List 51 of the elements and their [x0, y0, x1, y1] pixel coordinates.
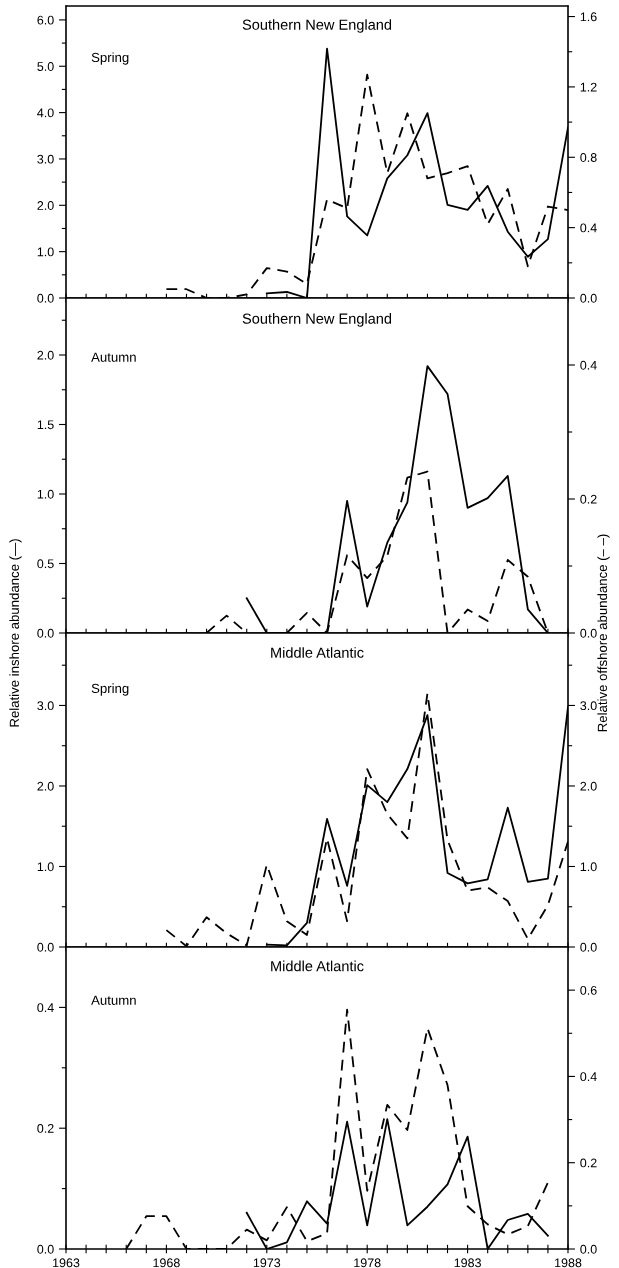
y-axis-title: Relative inshore abundance (—)	[9, 539, 22, 727]
y2-tick-label: 0.0	[580, 942, 597, 952]
y-tick-label: 2.0	[37, 201, 54, 210]
y2-tick-label: 3.0	[580, 701, 597, 711]
y-tick-label: 3.0	[37, 154, 54, 164]
y-tick-label: 1.5	[37, 420, 54, 430]
y2-tick-label: 1.0	[580, 862, 597, 872]
text: Autumn	[91, 995, 136, 1005]
y-tick-label: 0.0	[37, 628, 54, 638]
x-tick-label: 1973	[253, 1258, 281, 1268]
y2-axis-title: Relative offshore abundance (– –)	[597, 534, 610, 732]
y2-tick-label: 0.0	[580, 293, 597, 303]
y2-tick-label: 0.2	[580, 1158, 597, 1168]
x-tick-label: 1963	[53, 1258, 80, 1268]
y2-tick-label: 1.2	[580, 82, 597, 92]
x-tick-label: 1968	[153, 1258, 180, 1268]
text: Middle Atlantic	[271, 647, 364, 658]
y-tick-label: 0.4	[37, 1003, 54, 1013]
y-tick-label: 2.0	[37, 781, 54, 791]
y-tick-label: 0.0	[37, 293, 54, 303]
y-tick-label: 4.0	[37, 108, 54, 118]
y2-tick-label: 1.6	[580, 12, 597, 22]
y2-tick-label: 0.8	[580, 153, 597, 162]
text: Spring	[91, 52, 129, 65]
text: Spring	[91, 683, 129, 696]
y2-tick-label: 0.2	[580, 494, 597, 504]
y-tick-label: 6.0	[37, 15, 54, 25]
y-tick-label: 0.2	[37, 1124, 54, 1133]
x-tick-label: 1988	[555, 1258, 582, 1268]
y2-tick-label: 0.4	[580, 1072, 597, 1082]
y2-tick-label: 2.0	[580, 781, 597, 791]
text: Autumn	[91, 352, 136, 362]
x-tick-label: 1983	[454, 1258, 481, 1268]
y-tick-label: 2.0	[37, 350, 54, 360]
y2-tick-label: 0.0	[580, 1244, 597, 1254]
y2-tick-label: 0.4	[580, 360, 597, 370]
y-tick-label: 3.0	[37, 701, 54, 711]
y-tick-label: 1.0	[37, 247, 54, 257]
y2-tick-label: 0.6	[580, 985, 597, 995]
text: Southern New England	[242, 19, 392, 33]
y-tick-label: 0.0	[37, 942, 54, 952]
y-tick-label: 0.0	[37, 1244, 54, 1254]
y2-tick-label: 0.4	[580, 223, 597, 233]
y-tick-label: 1.0	[37, 489, 54, 499]
y-tick-label: 0.5	[37, 559, 54, 569]
y-tick-label: 1.0	[37, 862, 54, 872]
y-tick-label: 5.0	[37, 62, 54, 71]
text: Southern New England	[242, 313, 392, 327]
y2-tick-label: 0.0	[580, 628, 597, 638]
text: Middle Atlantic	[271, 960, 364, 972]
x-tick-label: 1978	[354, 1258, 381, 1268]
